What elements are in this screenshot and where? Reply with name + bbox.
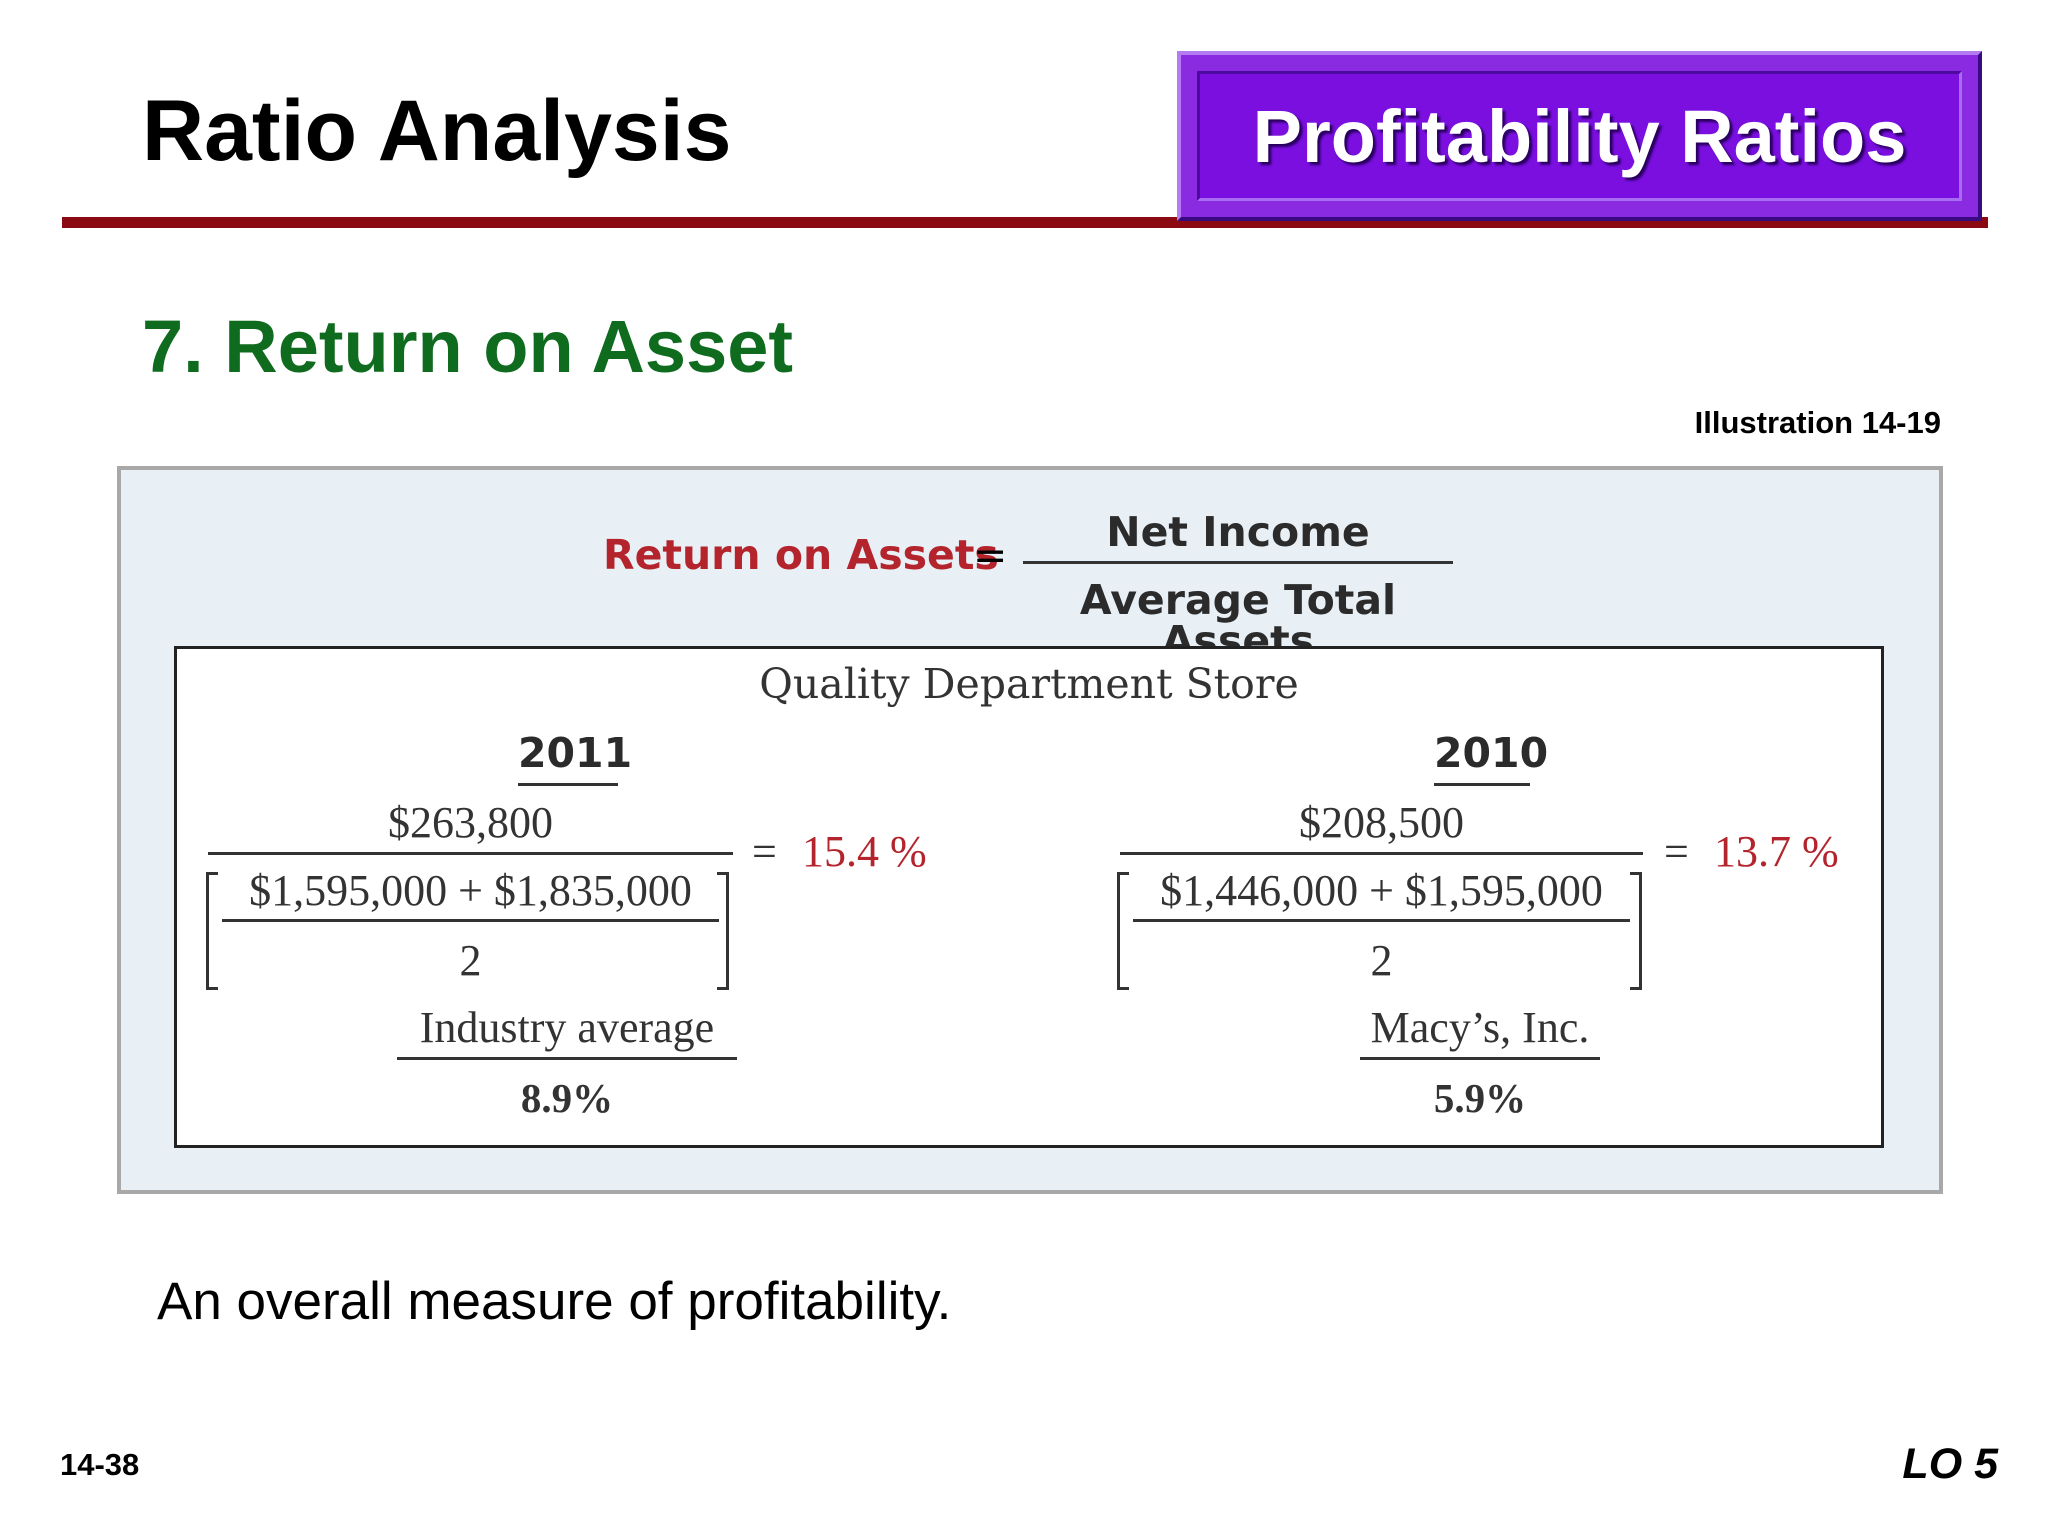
macys-label: Macy’s, Inc. <box>1370 1003 1590 1052</box>
slide-title: Ratio Analysis <box>142 83 732 179</box>
year-2011-average-sum: $1,595,000 + $1,835,000 <box>249 866 692 915</box>
year-2010-underline <box>1434 783 1530 786</box>
year-2011-result: 15.4 % <box>802 827 927 876</box>
year-2010-average-divisor: 2 <box>1370 936 1393 985</box>
year-2010-average-line <box>1133 919 1630 922</box>
page-number: 14-38 <box>60 1447 140 1482</box>
company-name: Quality Department Store <box>759 660 1299 708</box>
formula-name: Return on Assets <box>603 531 999 579</box>
macys-underline <box>1360 1057 1600 1060</box>
year-2011-numerator: $263,800 <box>388 798 553 847</box>
year-2010-fraction-line <box>1120 852 1643 855</box>
topic-badge: Profitability Ratios <box>1177 51 1982 221</box>
topic-badge-label: Profitability Ratios <box>1252 94 1907 178</box>
year-2010-numerator: $208,500 <box>1299 798 1464 847</box>
topic-badge-face: Profitability Ratios <box>1197 71 1962 201</box>
section-heading: 7. Return on Asset <box>142 305 794 388</box>
year-2010-result-equals: = <box>1664 827 1689 876</box>
year-2010-left-bracket <box>1117 872 1129 990</box>
year-2010-heading: 2010 <box>1434 729 1549 777</box>
year-2011-left-bracket <box>206 872 218 990</box>
formula-fraction-line <box>1023 561 1453 564</box>
industry-average-value: 8.9% <box>520 1075 614 1121</box>
year-2010-right-bracket <box>1630 872 1642 990</box>
year-2011-heading: 2011 <box>518 729 633 777</box>
calculation-box <box>174 646 1884 1148</box>
year-2010-result: 13.7 % <box>1714 827 1839 876</box>
formula-numerator: Net Income <box>1106 508 1370 556</box>
year-2011-right-bracket <box>717 872 729 990</box>
title-divider <box>62 217 1988 228</box>
year-2011-underline <box>518 783 618 786</box>
industry-average-underline <box>397 1057 737 1060</box>
slide-caption: An overall measure of profitability. <box>157 1272 952 1331</box>
year-2011-average-divisor: 2 <box>459 936 482 985</box>
year-2010-average-sum: $1,446,000 + $1,595,000 <box>1160 866 1603 915</box>
learning-objective-label: LO 5 <box>1902 1440 1998 1488</box>
year-2011-fraction-line <box>208 852 733 855</box>
year-2011-average-line <box>222 919 719 922</box>
macys-value: 5.9% <box>1433 1075 1527 1121</box>
year-2011-result-equals: = <box>752 827 777 876</box>
illustration-label: Illustration 14-19 <box>1694 405 1941 440</box>
industry-average-label: Industry average <box>419 1003 715 1052</box>
formula-equals: = <box>973 531 1008 579</box>
